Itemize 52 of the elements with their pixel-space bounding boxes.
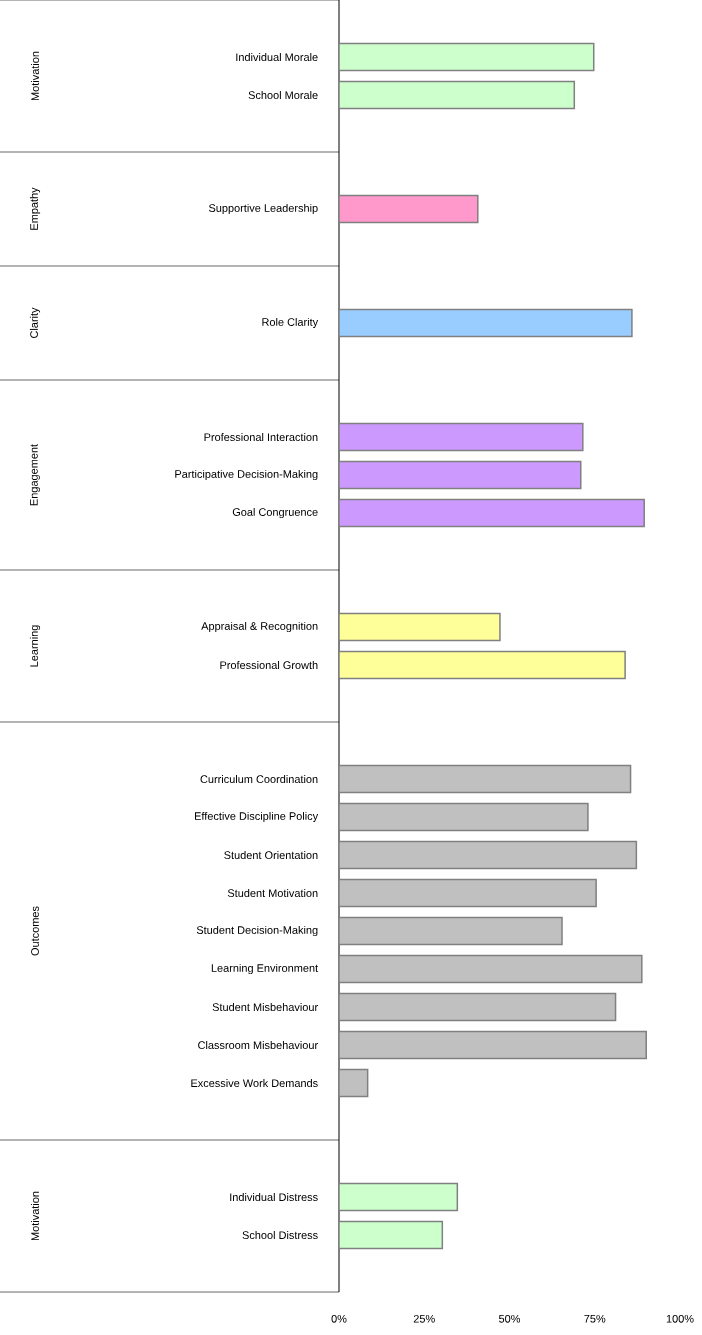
bar <box>338 802 589 832</box>
y-tick-label: Participative Decision-Making <box>175 469 318 481</box>
y-tick-label: Goal Congruence <box>232 507 318 519</box>
bar <box>338 422 584 452</box>
bar <box>338 840 638 870</box>
text: Learning <box>29 625 41 667</box>
y-tick-label: Effective Discipline Policy <box>195 811 319 823</box>
bar <box>338 194 479 224</box>
y-tick-label: Excessive Work Demands <box>191 1078 318 1088</box>
y-tick-label: Learning Environment <box>211 963 319 975</box>
y-tick-label: School Morale <box>248 90 318 100</box>
bar <box>338 916 563 946</box>
text: Clarity <box>29 307 41 338</box>
bar <box>338 308 633 338</box>
y-tick-label: Classroom Misbehaviour <box>198 1040 318 1050</box>
y-tick-label: Student Misbehaviour <box>212 1002 318 1012</box>
text: Empathy <box>29 187 41 230</box>
x-tick-label: 100% <box>666 1314 694 1323</box>
bar <box>338 1220 444 1250</box>
y-tick-label: Curriculum Coordination <box>200 774 318 784</box>
bar <box>338 460 582 490</box>
bar <box>338 650 626 680</box>
x-tick-label: 25% <box>413 1314 435 1323</box>
y-tick-label: Supportive Leadership <box>208 203 318 215</box>
y-tick-label: Individual Morale <box>236 52 318 62</box>
bar <box>338 954 643 984</box>
bar <box>338 498 645 528</box>
text: Outcomes <box>31 906 39 956</box>
y-tick-label: Role Clarity <box>262 317 319 329</box>
text: Engagement <box>30 444 40 506</box>
text: Motivation <box>30 1191 40 1241</box>
bar <box>338 1068 369 1098</box>
x-tick-label: 75% <box>584 1314 606 1323</box>
bar <box>338 764 632 794</box>
y-tick-label: Student Orientation <box>224 850 318 860</box>
bar <box>338 1030 647 1060</box>
bar <box>338 878 597 908</box>
y-tick-label: Student Decision-Making <box>196 925 318 937</box>
x-tick-label: 0% <box>331 1314 347 1323</box>
y-tick-label: Professional Growth <box>220 660 318 670</box>
x-tick-label: 50% <box>498 1314 521 1323</box>
bar <box>338 612 501 642</box>
bar <box>338 42 595 72</box>
y-tick-label: School Distress <box>242 1231 318 1240</box>
bar <box>338 992 617 1022</box>
text: Motivation <box>30 51 40 101</box>
y-tick-label: Individual Distress <box>230 1192 318 1202</box>
y-tick-label: Professional Interaction <box>204 432 318 442</box>
y-tick-label: Appraisal & Recognition <box>201 621 318 633</box>
bar <box>338 80 576 110</box>
bar <box>338 1182 459 1212</box>
y-tick-label: Student Motivation <box>227 888 318 898</box>
